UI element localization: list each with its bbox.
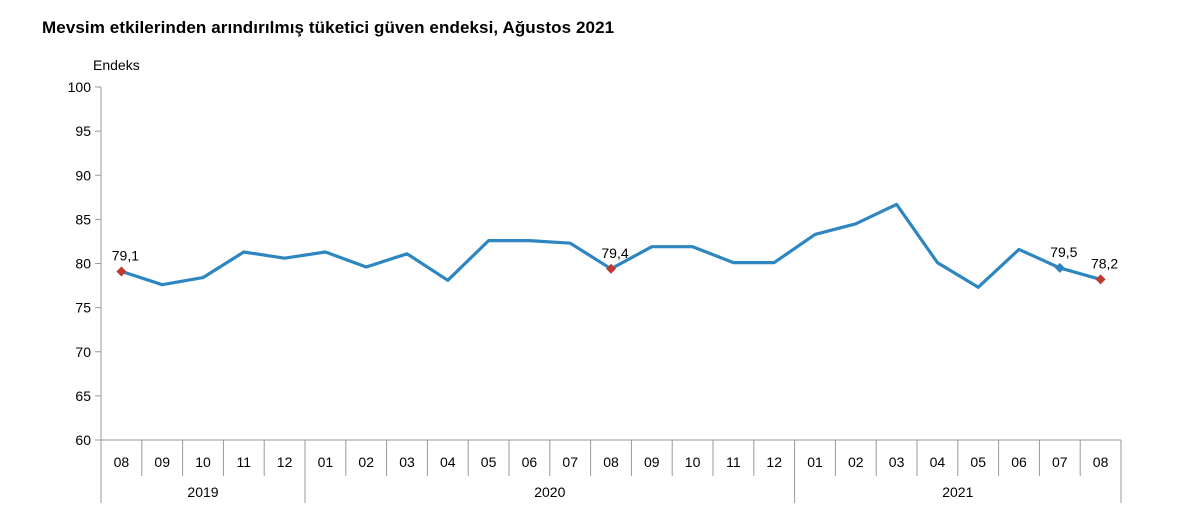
year-label: 2019 xyxy=(187,484,218,500)
x-tick-label: 10 xyxy=(685,454,701,470)
data-label: 79,5 xyxy=(1050,244,1077,260)
x-tick-label: 08 xyxy=(603,454,619,470)
x-tick-label: 05 xyxy=(970,454,986,470)
data-point-marker xyxy=(116,266,127,277)
x-tick-label: 12 xyxy=(277,454,293,470)
data-label: 79,1 xyxy=(112,247,139,263)
x-tick-label: 11 xyxy=(237,454,252,470)
axes xyxy=(100,87,1121,441)
y-tick-label: 65 xyxy=(75,388,91,404)
x-tick-label: 01 xyxy=(807,454,823,470)
x-tick-label: 06 xyxy=(1011,454,1027,470)
data-labels: 79,1 79,4 79,5 78,2 xyxy=(112,244,1119,271)
x-tick-label: 06 xyxy=(522,454,538,470)
x-tick-label: 11 xyxy=(726,454,741,470)
x-tick-label: 02 xyxy=(358,454,374,470)
y-tick-label: 70 xyxy=(75,344,91,360)
x-tick-label: 01 xyxy=(318,454,334,470)
y-axis-label: Endeks xyxy=(93,57,140,73)
x-tick-label: 08 xyxy=(1093,454,1109,470)
data-markers xyxy=(116,262,1106,285)
year-label: 2020 xyxy=(534,484,565,500)
y-tick-label: 90 xyxy=(75,167,91,183)
x-axis-categories: 08 09 10 11 12 01 02 03 04 05 06 07 08 09 10 11 12 01 02 03… xyxy=(100,440,1122,476)
y-tick-label: 75 xyxy=(75,300,91,316)
x-tick-label: 12 xyxy=(766,454,782,470)
y-tick-label: 80 xyxy=(75,256,91,272)
x-tick-label: 02 xyxy=(848,454,864,470)
x-tick-label: 07 xyxy=(562,454,578,470)
x-tick-label: 03 xyxy=(399,454,415,470)
x-tick-label: 04 xyxy=(440,454,456,470)
year-label: 2021 xyxy=(942,484,973,500)
y-tick-label: 85 xyxy=(75,211,91,227)
y-axis-ticks: 60 65 70 75 80 85 90 95 100 xyxy=(68,79,101,448)
chart-title: Mevsim etkilerinden arındırılmış tüketic… xyxy=(42,18,615,37)
y-tick-label: 100 xyxy=(68,79,92,95)
y-tick-label: 60 xyxy=(75,432,91,448)
data-label: 79,4 xyxy=(601,245,628,261)
data-point-marker xyxy=(1054,262,1065,273)
data-point-marker xyxy=(606,263,616,274)
x-tick-label: 07 xyxy=(1052,454,1068,470)
data-label: 78,2 xyxy=(1091,255,1118,271)
x-tick-label: 05 xyxy=(481,454,497,470)
x-tick-label: 09 xyxy=(154,454,170,470)
x-tick-label: 08 xyxy=(114,454,130,470)
x-axis-years: 2019 2020 2021 xyxy=(100,476,1122,503)
x-tick-label: 04 xyxy=(930,454,946,470)
x-tick-label: 09 xyxy=(644,454,660,470)
x-tick-label: 03 xyxy=(889,454,905,470)
x-tick-label: 10 xyxy=(195,454,211,470)
data-point-marker xyxy=(1095,274,1106,285)
y-tick-label: 95 xyxy=(75,123,91,139)
